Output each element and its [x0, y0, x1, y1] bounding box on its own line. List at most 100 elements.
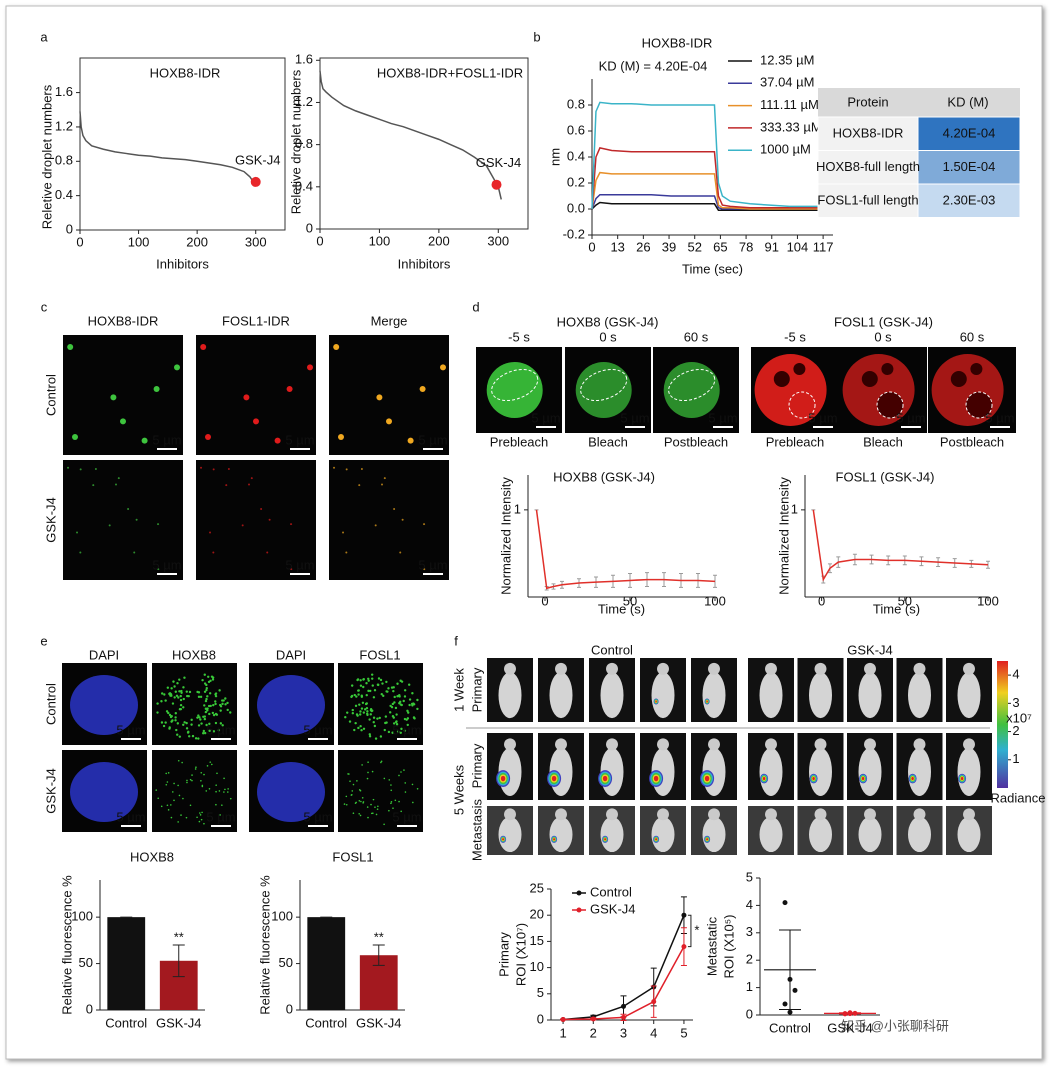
legend-label: 37.04 µM	[760, 75, 814, 90]
x-tick-label: 100	[369, 233, 391, 248]
speckle	[160, 692, 164, 695]
speckle	[182, 697, 185, 701]
tumor-signal	[655, 700, 657, 703]
panel-label: b	[533, 29, 540, 44]
speckle	[358, 812, 360, 815]
speckle	[367, 761, 369, 764]
speckle	[362, 711, 366, 714]
table-cell	[917, 150, 1021, 185]
speckle	[168, 727, 171, 730]
droplet	[399, 551, 402, 554]
speckle	[372, 720, 375, 724]
chart	[296, 880, 405, 1011]
speckle	[215, 803, 217, 806]
speckle	[218, 790, 221, 792]
time-label: -5 s	[508, 329, 530, 344]
speckle	[375, 813, 378, 816]
scale-bar-label: 5 µm	[303, 722, 332, 737]
speckle	[226, 708, 229, 712]
speckle	[386, 690, 389, 693]
y-tick-label: 0	[66, 221, 73, 236]
y-tick-label: 0.4	[55, 187, 73, 202]
speckle	[207, 675, 210, 678]
nucleolus	[861, 371, 878, 387]
speckle	[350, 684, 354, 687]
chart-title: HOXB8-IDR	[150, 65, 221, 80]
droplet	[212, 551, 215, 554]
speckle	[391, 702, 395, 706]
watermark: 知乎 @小张聊科研	[841, 1018, 949, 1033]
droplet	[115, 483, 118, 486]
droplet	[243, 394, 250, 401]
speckle	[179, 694, 182, 698]
speckle	[177, 696, 180, 699]
mouse-head	[504, 738, 516, 751]
speckle	[170, 687, 173, 690]
speckle	[358, 789, 361, 791]
data-line	[591, 201, 830, 212]
speckle	[387, 730, 391, 734]
plot-frame	[79, 57, 286, 231]
speckle	[203, 682, 207, 685]
y-tick-label: 10	[530, 959, 544, 974]
speckle	[223, 777, 225, 780]
nucleolus	[793, 363, 806, 375]
bar	[107, 917, 146, 1010]
speckle	[362, 685, 365, 689]
speckle	[219, 814, 221, 816]
x-tick-label: 3	[620, 1025, 627, 1040]
y-tick-label: 0	[86, 1001, 93, 1016]
colorbar-tick-label: 4	[1012, 667, 1019, 682]
speckle	[366, 806, 369, 808]
speckle	[205, 790, 208, 792]
mouse-head	[963, 738, 975, 751]
speckle	[200, 771, 203, 774]
droplet	[157, 568, 160, 571]
speckle	[174, 719, 177, 722]
speckle	[199, 812, 201, 814]
speckle	[191, 774, 193, 776]
scale-bar-label: 5 µm	[531, 410, 560, 425]
speckle	[357, 726, 360, 730]
speckle	[390, 789, 393, 792]
mouse-body	[957, 672, 981, 719]
error-bar	[839, 1012, 861, 1015]
chart-title: HOXB8	[130, 849, 174, 864]
speckle	[216, 772, 218, 775]
speckle	[376, 808, 379, 810]
speckle	[359, 710, 362, 713]
x-tick-label: 100	[704, 593, 726, 608]
speckle	[364, 702, 368, 706]
speckle	[369, 689, 372, 693]
phase-label: Postbleach	[940, 434, 1004, 449]
x-tick-label: 65	[713, 239, 727, 254]
legend-label: GSK-J4	[590, 901, 636, 916]
data-point	[681, 912, 687, 918]
speckle	[165, 710, 169, 713]
speckle	[224, 788, 226, 791]
speckle	[413, 717, 416, 720]
data-point	[681, 944, 687, 950]
mouse-head	[555, 662, 567, 675]
speckle	[214, 693, 217, 696]
y-axis-label: Primary	[496, 932, 511, 977]
table-cell-text: FOSL1-full length	[817, 192, 918, 207]
mouse-head	[657, 808, 669, 821]
x-axis-label: Time (s)	[598, 601, 645, 616]
group-title: FOSL1 (GSK-J4)	[834, 314, 933, 329]
speckle	[371, 770, 374, 773]
table-cell-text: 2.30E-03	[943, 192, 996, 207]
tumor-signal	[551, 775, 557, 782]
tumor-signal	[655, 838, 658, 841]
speckle	[373, 689, 377, 692]
speckle	[365, 682, 368, 685]
x-tick-label: 200	[428, 233, 450, 248]
speckle	[343, 803, 346, 805]
droplet	[200, 344, 207, 350]
droplet	[205, 434, 211, 440]
droplet	[345, 468, 348, 471]
speckle	[214, 700, 217, 703]
data-line	[319, 70, 502, 200]
panel-label: f	[454, 633, 458, 648]
y-axis-label: Relative fluorescence %	[59, 875, 74, 1015]
